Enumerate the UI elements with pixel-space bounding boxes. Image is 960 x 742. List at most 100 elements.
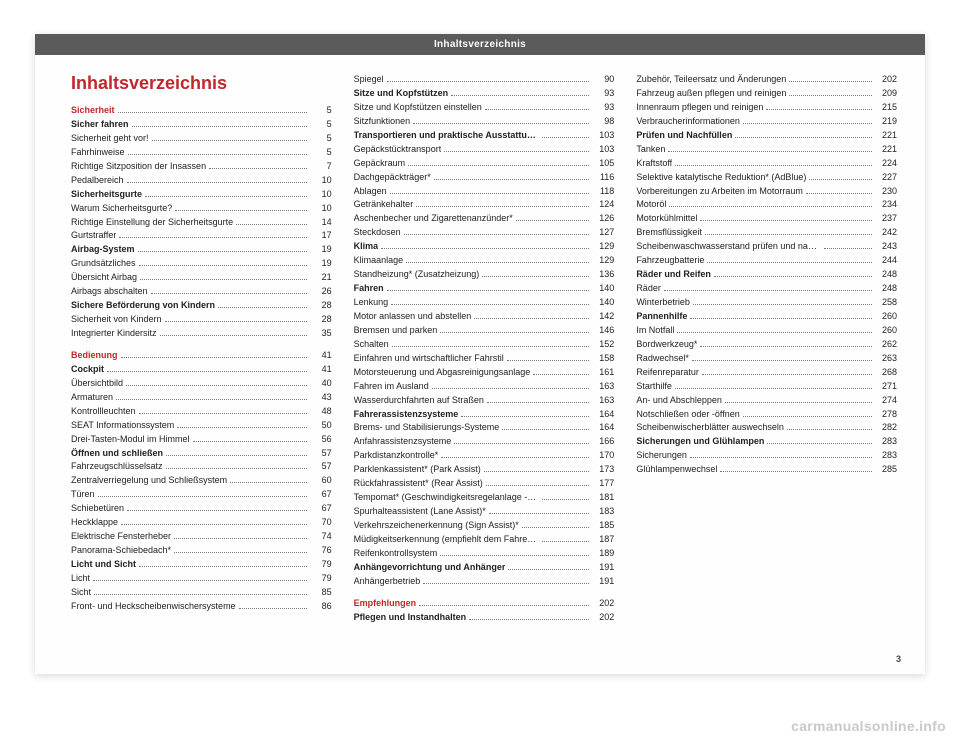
toc-entry: Fahrzeugbatterie244 — [636, 254, 897, 268]
toc-page: 161 — [592, 366, 614, 380]
toc-entry: Fahrerassistenzsysteme164 — [354, 408, 615, 422]
toc-label: Pflegen und Instandhalten — [354, 611, 467, 625]
toc-label: Sicherungen und Glühlampen — [636, 435, 764, 449]
toc-page: 158 — [592, 352, 614, 366]
toc-dots — [720, 471, 872, 472]
manual-page: Inhaltsverzeichnis Inhaltsverzeichnis Si… — [35, 34, 925, 674]
toc-dots — [690, 318, 872, 319]
toc-label: Anhängerbetrieb — [354, 575, 421, 589]
toc-page: 118 — [592, 185, 614, 199]
toc-label: Verkehrszeichenerkennung (Sign Assist)* — [354, 519, 519, 533]
toc-entry: Fahrhinweise5 — [71, 146, 332, 160]
toc-label: Öffnen und schließen — [71, 447, 163, 461]
toc-dots — [152, 140, 307, 141]
toc-dots — [474, 318, 589, 319]
toc-dots — [508, 569, 589, 570]
toc-label: Cockpit — [71, 363, 104, 377]
toc-label: Sichere Beförderung von Kindern — [71, 299, 215, 313]
toc-label: Heckklappe — [71, 516, 118, 530]
toc-page: 57 — [310, 447, 332, 461]
toc-page: 260 — [875, 324, 897, 338]
toc-dots — [787, 429, 872, 430]
toc-dots — [419, 605, 589, 606]
toc-page: 274 — [875, 394, 897, 408]
toc-label: Scheibenwischerblätter auswechseln — [636, 421, 784, 435]
toc-page: 221 — [875, 143, 897, 157]
toc-entry: Bremsen und parken146 — [354, 324, 615, 338]
toc-entry: Innenraum pflegen und reinigen215 — [636, 101, 897, 115]
toc-label: Schiebetüren — [71, 502, 124, 516]
toc-dots — [486, 485, 590, 486]
toc-entry: Parkdistanzkontrolle*170 — [354, 449, 615, 463]
toc-dots — [151, 293, 307, 294]
toc-page: 258 — [875, 296, 897, 310]
toc-label: Pedalbereich — [71, 174, 124, 188]
toc-entry: Licht79 — [71, 572, 332, 586]
header-bar: Inhaltsverzeichnis — [35, 34, 925, 55]
toc-dots — [444, 151, 589, 152]
toc-page: 219 — [875, 115, 897, 129]
toc-entry: Integrierter Kindersitz35 — [71, 327, 332, 341]
toc-dots — [516, 220, 590, 221]
toc-dots — [693, 304, 872, 305]
toc-dots — [145, 196, 307, 197]
toc-dots — [743, 123, 872, 124]
toc-label: Integrierter Kindersitz — [71, 327, 157, 341]
toc-entry: Pedalbereich10 — [71, 174, 332, 188]
toc-label: Glühlampenwechsel — [636, 463, 717, 477]
toc-dots — [381, 248, 589, 249]
toc-dots — [533, 374, 589, 375]
toc-entry: Grundsätzliches19 — [71, 257, 332, 271]
toc-page: 170 — [592, 449, 614, 463]
toc-page: 166 — [592, 435, 614, 449]
toc-label: Parklenkassistent* (Park Assist) — [354, 463, 481, 477]
toc-entry: Reifenreparatur268 — [636, 366, 897, 380]
toc-page: 19 — [310, 257, 332, 271]
toc-dots — [128, 154, 307, 155]
toc-entry: Richtige Einstellung der Sicherheitsgurt… — [71, 216, 332, 230]
toc-page: 242 — [875, 226, 897, 240]
watermark: carmanualsonline.info — [791, 718, 946, 734]
toc-page: 93 — [592, 101, 614, 115]
toc-dots — [177, 427, 306, 428]
toc-dots — [440, 555, 589, 556]
toc-label: Vorbereitungen zu Arbeiten im Motorraum — [636, 185, 803, 199]
toc-label: Übersichtbild — [71, 377, 123, 391]
toc-page: 5 — [310, 118, 332, 132]
toc-label: Drei-Tasten-Modul im Himmel — [71, 433, 190, 447]
toc-page: 79 — [310, 572, 332, 586]
toc-label: Motoröl — [636, 198, 666, 212]
toc-entry: Parklenkassistent* (Park Assist)173 — [354, 463, 615, 477]
toc-page: 28 — [310, 299, 332, 313]
toc-label: Bremsen und parken — [354, 324, 438, 338]
toc-page: 202 — [592, 597, 614, 611]
toc-entry: An- und Abschleppen274 — [636, 394, 897, 408]
toc-label: Winterbetrieb — [636, 296, 690, 310]
toc-label: Starthilfe — [636, 380, 672, 394]
toc-page: 224 — [875, 157, 897, 171]
toc-entry: Rückfahrassistent* (Rear Assist)177 — [354, 477, 615, 491]
toc-page: 48 — [310, 405, 332, 419]
toc-entry: Klima 129 — [354, 240, 615, 254]
toc-dots — [94, 594, 307, 595]
toc-dots — [406, 262, 589, 263]
toc-entry: Räder und Reifen248 — [636, 268, 897, 282]
toc-page: 124 — [592, 198, 614, 212]
toc-entry: Tanken221 — [636, 143, 897, 157]
toc-dots — [725, 402, 872, 403]
toc-dots — [767, 443, 872, 444]
toc-label: Sicherungen — [636, 449, 687, 463]
toc-entry: Zentralverriegelung und Schließsystem60 — [71, 474, 332, 488]
toc-entry: Empfehlungen202 — [354, 597, 615, 611]
toc-entry: Ablagen118 — [354, 185, 615, 199]
toc-page: 129 — [592, 240, 614, 254]
toc-dots — [127, 182, 307, 183]
toc-page: 56 — [310, 433, 332, 447]
toc-label: Klima — [354, 240, 379, 254]
toc-dots — [118, 112, 307, 113]
toc-dots — [230, 482, 307, 483]
toc-label: Motor anlassen und abstellen — [354, 310, 472, 324]
toc-entry: Brems- und Stabilisierungs-Systeme164 — [354, 421, 615, 435]
toc-label: Steckdosen — [354, 226, 401, 240]
toc-label: Bremsflüssigkeit — [636, 226, 702, 240]
